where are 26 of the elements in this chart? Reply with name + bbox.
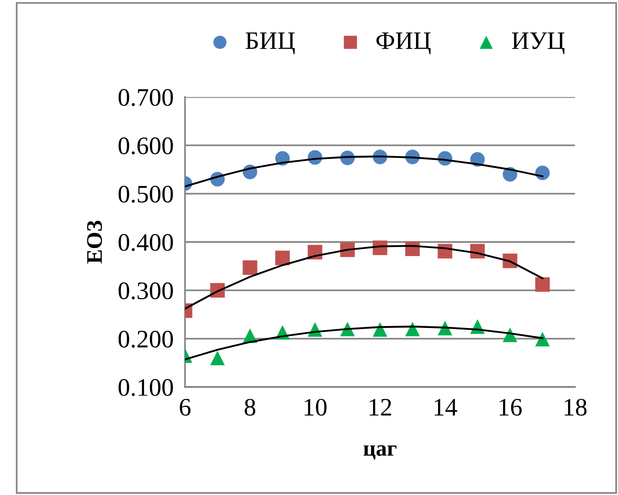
point	[242, 260, 258, 275]
y-tick-label: 0.600	[118, 137, 173, 154]
x-tick-label: 8	[244, 398, 256, 416]
x-axis-title: цаг	[364, 445, 396, 460]
x-tick-label: 12	[370, 398, 392, 416]
point	[535, 332, 550, 346]
x-tick-label: 10	[304, 398, 327, 416]
x-tick-label: 16	[500, 398, 522, 416]
y-tick-label: 0.100	[118, 379, 173, 396]
x-tick-label: 18	[564, 398, 587, 416]
legend-label: БИЦ	[246, 32, 295, 54]
point	[372, 322, 388, 337]
y-tick-label: 0.300	[118, 282, 173, 300]
x-tick-label: 6	[180, 398, 191, 416]
legend-label: ФИЦ	[376, 32, 431, 54]
y-tick-label: 0.400	[118, 234, 173, 252]
point	[535, 277, 550, 292]
point	[275, 250, 290, 266]
y-tick-label: 0.500	[118, 186, 173, 203]
x-tick-label: 14	[434, 398, 458, 416]
legend-label: ИУЦ	[512, 32, 564, 54]
y-tick-label: 0.700	[118, 89, 173, 106]
y-tick-label: 0.200	[118, 330, 173, 348]
point	[405, 322, 420, 336]
point	[210, 350, 225, 366]
y-axis-title: ЕОЗ	[87, 220, 102, 264]
